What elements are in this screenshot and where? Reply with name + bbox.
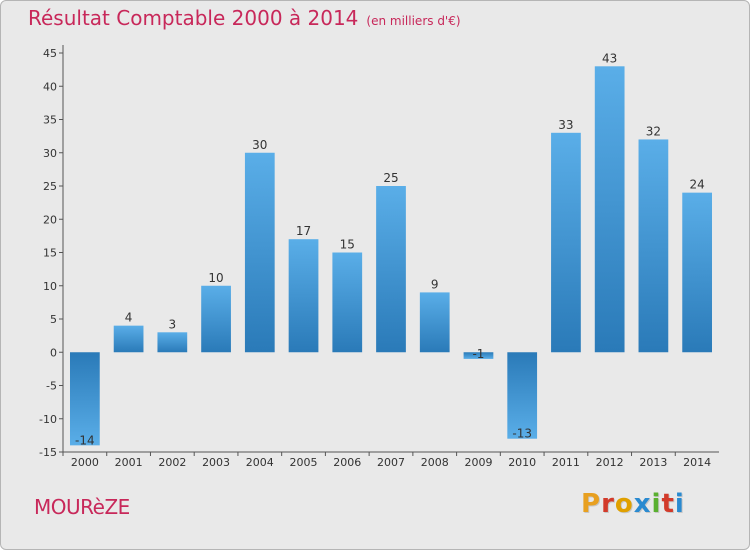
y-tick-label: 35 — [43, 114, 57, 127]
x-tick-label: 2009 — [464, 456, 492, 469]
data-label-2003: 10 — [208, 271, 223, 285]
x-tick-label: 2004 — [246, 456, 274, 469]
proxiti-logo[interactable]: Proxiti — [581, 489, 685, 519]
data-label-2008: 9 — [431, 277, 439, 291]
y-tick-label: 0 — [50, 346, 57, 359]
x-tick-label: 2010 — [508, 456, 536, 469]
x-tick-label: 2011 — [552, 456, 580, 469]
bar-2013 — [638, 139, 669, 353]
x-tick-label: 2006 — [333, 456, 361, 469]
bars-group — [69, 66, 713, 446]
bar-2001 — [113, 325, 144, 353]
bar-2005 — [288, 239, 319, 353]
x-tick-label: 2002 — [158, 456, 186, 469]
axes: -15 -10 -5 0 5 10 15 20 25 30 35 40 45 2000 2001 2002 20… — [39, 45, 719, 469]
bar-2009 — [463, 352, 494, 359]
x-tick-label: 2003 — [202, 456, 230, 469]
data-label-2006: 15 — [340, 238, 355, 252]
y-tick-label: 30 — [43, 147, 57, 160]
x-tick-label: 2007 — [377, 456, 405, 469]
y-tick-label: -15 — [39, 446, 57, 459]
x-tick-label: 2012 — [596, 456, 624, 469]
data-label-2010: -13 — [512, 427, 532, 441]
unit-label: (en milliers d'€) — [366, 14, 461, 28]
x-tick-label: 2000 — [71, 456, 99, 469]
data-label-2007: 25 — [383, 171, 398, 185]
bar-2003 — [201, 285, 231, 353]
data-label-2000: -14 — [75, 433, 95, 447]
bar-2006 — [332, 252, 363, 353]
chart-title: Résultat Comptable 2000 à 2014 (en millie… — [28, 6, 461, 30]
bar-2011 — [551, 132, 581, 353]
logo-letter: i — [674, 489, 685, 519]
y-tick-label: 25 — [43, 180, 57, 193]
logo-letter: x — [633, 489, 652, 519]
title-text: Résultat Comptable 2000 à 2014 — [28, 6, 359, 30]
data-label-2011: 33 — [558, 118, 573, 132]
y-tick-label: 20 — [43, 213, 57, 226]
data-label-2001: 4 — [125, 311, 133, 325]
x-tick-label: 2008 — [421, 456, 449, 469]
town-name: MOURèZE — [34, 495, 130, 519]
logo-letter: r — [601, 489, 615, 519]
bar-2008 — [419, 292, 450, 353]
y-tick-label: 15 — [43, 247, 57, 260]
bar-2014 — [682, 192, 713, 353]
x-tick-label: 2014 — [683, 456, 711, 469]
y-tick-label: 40 — [43, 80, 57, 93]
data-label-2012: 43 — [602, 51, 617, 65]
data-label-2014: 24 — [689, 178, 704, 192]
y-tick-label: -10 — [39, 413, 57, 426]
x-tick-label: 2005 — [290, 456, 318, 469]
y-tick-label: 45 — [43, 47, 57, 60]
data-label-2005: 17 — [296, 224, 311, 238]
data-label-2002: 3 — [169, 317, 177, 331]
x-tick-label: 2001 — [115, 456, 143, 469]
logo-letter: o — [614, 489, 634, 519]
y-tick-label: 10 — [43, 280, 57, 293]
bar-2012 — [594, 66, 625, 353]
logo-letter: i — [651, 489, 662, 519]
bar-2002 — [157, 332, 188, 353]
bar-2004 — [244, 152, 275, 353]
data-label-2013: 32 — [646, 124, 661, 138]
bar-2000 — [69, 352, 100, 446]
y-tick-label: 5 — [50, 313, 57, 326]
bar-2007 — [376, 186, 406, 353]
bar-2010 — [507, 352, 538, 439]
logo-letter: t — [661, 489, 675, 519]
x-tick-label: 2013 — [639, 456, 667, 469]
data-label-2009: -1 — [472, 347, 484, 361]
y-tick-label: -5 — [46, 380, 57, 393]
data-label-2004: 30 — [252, 138, 267, 152]
logo-letter: P — [581, 489, 602, 519]
